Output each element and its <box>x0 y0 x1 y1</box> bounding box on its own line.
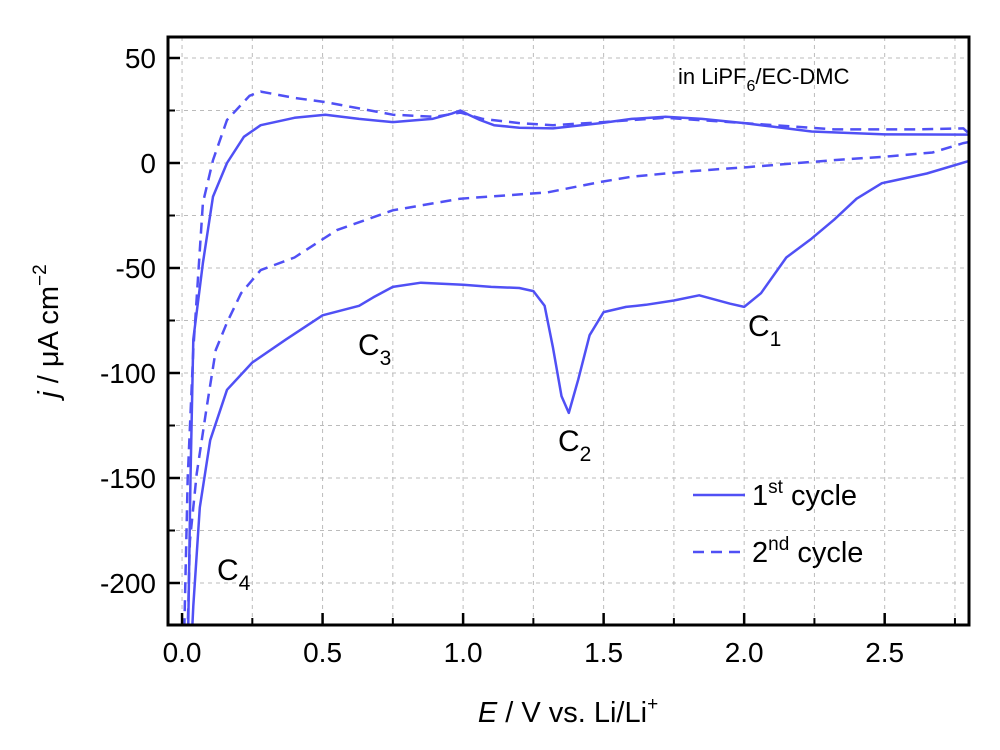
y-axis-label: j / μA cm−2 <box>30 264 65 401</box>
x-tick-label: 2.0 <box>725 637 764 668</box>
legend-label-1st-cycle: 1st cycle <box>752 477 857 512</box>
legend: 1st cycle 2nd cycle <box>693 477 863 569</box>
y-tick-label: 0 <box>140 148 156 179</box>
peak-label-c3: C3 <box>358 329 391 370</box>
series-line-2 <box>183 90 969 625</box>
y-tick-label: -100 <box>100 358 156 389</box>
y-tick-label: -150 <box>100 463 156 494</box>
y-tick-label: -200 <box>100 568 156 599</box>
legend-label-2nd-cycle: 2nd cycle <box>752 534 863 569</box>
y-tick-label: 50 <box>125 43 156 74</box>
axis-ticks: 0.0 0.5 1.0 1.5 2.0 2.5 50 0 -50 -100 -150 -200 <box>100 43 956 668</box>
x-axis-label: E / V vs. Li/Li+ <box>478 694 658 729</box>
series-layer <box>183 90 969 625</box>
x-tick-label: 1.5 <box>584 637 623 668</box>
peak-label-c1: C1 <box>748 310 781 351</box>
x-tick-label: 2.5 <box>865 637 904 668</box>
x-tick-label: 0.0 <box>163 637 202 668</box>
peak-label-c2: C2 <box>558 425 591 466</box>
plot-frame <box>166 35 971 627</box>
electrolyte-annotation: in LiPF6/EC-DMC <box>678 64 850 95</box>
peak-label-c4: C4 <box>217 554 251 595</box>
x-tick-label: 0.5 <box>303 637 342 668</box>
y-tick-label: -50 <box>116 253 156 284</box>
grid-lines <box>168 37 969 625</box>
x-tick-label: 1.0 <box>444 637 483 668</box>
